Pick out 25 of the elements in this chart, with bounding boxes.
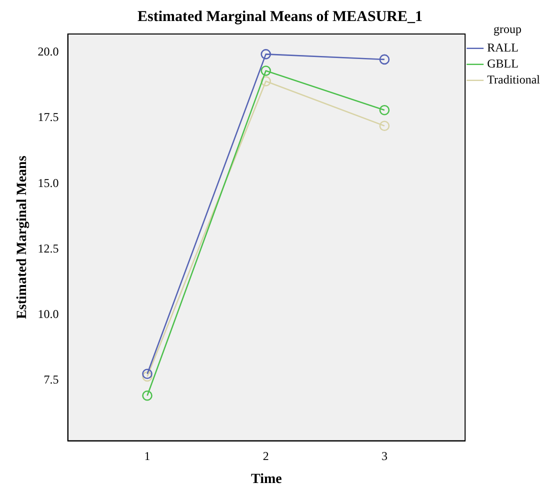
y-tick-label: 7.5 [44, 372, 59, 387]
y-tick-label: 20.0 [38, 44, 59, 59]
x-tick-label: 1 [144, 449, 150, 464]
y-axis-title: Estimated Marginal Means [15, 155, 30, 320]
point [260, 76, 272, 86]
point [379, 104, 390, 116]
point [260, 49, 272, 60]
y-tick-label: 12.5 [38, 241, 59, 256]
y-tick-label: 17.5 [38, 110, 59, 124]
x-tick-label: 3 [381, 449, 388, 464]
y-tick-label: 10.0 [38, 306, 59, 321]
legend-label: Traditional [487, 72, 541, 87]
point [142, 390, 152, 401]
chart-title: Estimated Marginal Means of MEASURE_1 [138, 8, 422, 25]
legend-label: GBLL [487, 56, 518, 71]
point [260, 66, 272, 76]
x-axis-title: Time [251, 472, 282, 488]
legend-title: group [494, 22, 522, 36]
point [379, 120, 390, 132]
x-tick-label: 2 [262, 449, 269, 464]
legend-label: RALL [487, 40, 518, 55]
point [379, 54, 390, 65]
y-tick-label: 15.0 [38, 176, 59, 190]
point [142, 371, 152, 382]
point [142, 368, 152, 380]
